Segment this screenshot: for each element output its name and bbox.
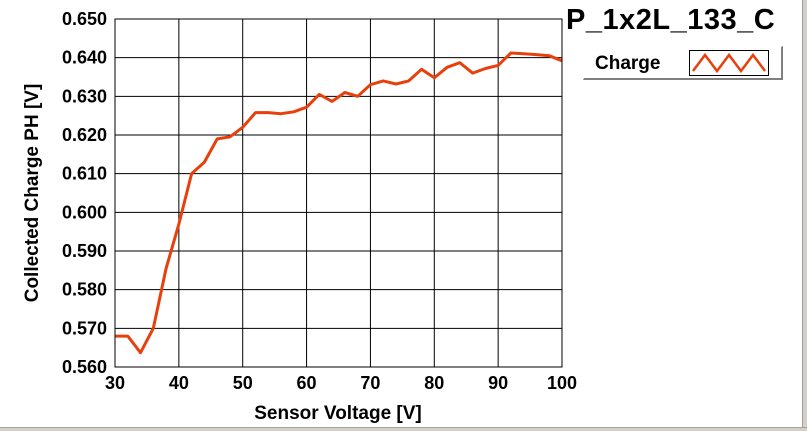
y-tick-label: 0.620 [62,125,107,145]
legend[interactable]: Charge [583,46,783,80]
grid-lines [114,18,563,368]
plot-area [114,18,563,368]
legend-swatch-charge[interactable] [689,50,769,76]
y-tick-label: 0.610 [62,164,107,184]
panel-frame-bottom [0,427,807,431]
y-tick-label: 0.590 [62,241,107,261]
panel-frame-right [802,0,807,431]
chart-title: P_1x2L_133_C [566,4,776,36]
y-tick-label: 0.630 [62,86,107,106]
x-tick-label: 70 [360,373,380,393]
x-tick-label: 40 [169,373,189,393]
y-tick-label: 0.560 [62,357,107,377]
zigzag-line-icon [692,52,766,74]
y-tick-label: 0.650 [62,9,107,29]
y-tick-label: 0.580 [62,280,107,300]
x-axis-ticks: 30 40 50 60 70 80 90 100 [105,373,577,393]
x-tick-label: 90 [488,373,508,393]
x-tick-label: 60 [297,373,317,393]
series-line-charge [115,51,563,355]
y-tick-label: 0.570 [62,318,107,338]
series-layer [115,51,563,355]
x-tick-label: 100 [547,373,577,393]
y-tick-label: 0.640 [62,48,107,68]
x-axis-label: Sensor Voltage [V] [254,403,422,424]
y-axis-label: Collected Charge PH [V] [22,84,43,303]
y-tick-label: 0.600 [62,202,107,222]
x-tick-label: 30 [105,373,125,393]
legend-label-charge: Charge [595,53,661,74]
x-tick-label: 50 [233,373,253,393]
x-tick-label: 80 [424,373,444,393]
y-axis-ticks: 0.560 0.570 0.580 0.590 0.600 0.610 0.620 0.630… [62,9,107,377]
